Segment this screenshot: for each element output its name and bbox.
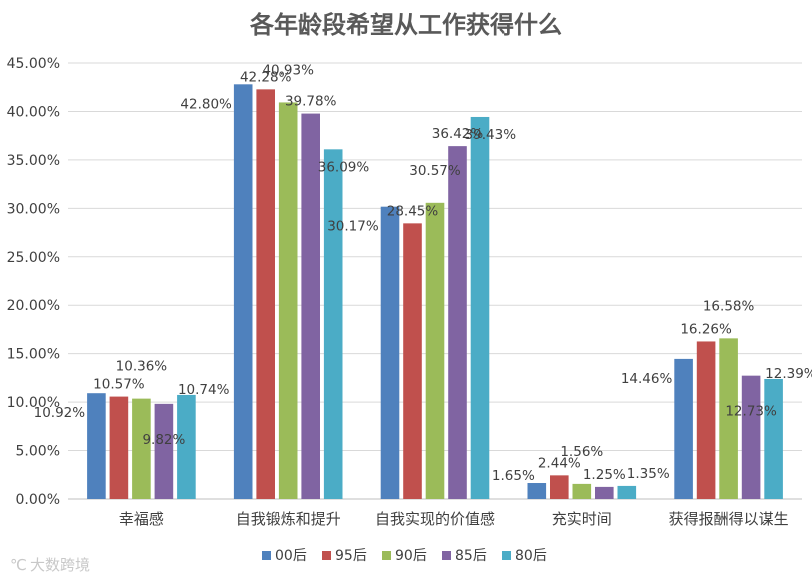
x-tick-label: 自我实现的价值感 <box>375 510 495 528</box>
bar <box>448 146 467 499</box>
legend-swatch <box>382 551 391 560</box>
x-tick-label: 幸福感 <box>119 510 164 528</box>
data-label: 39.78% <box>285 94 337 110</box>
x-tick-label: 自我锻炼和提升 <box>236 510 341 528</box>
data-label: 10.57% <box>93 377 145 393</box>
y-tick-label: 35.00% <box>7 153 60 169</box>
data-label: 40.93% <box>262 62 314 78</box>
legend-label: 90后 <box>395 548 427 564</box>
legend-item: 00后 <box>262 548 307 564</box>
bar <box>425 202 445 499</box>
watermark-icon: ℃ <box>10 556 27 574</box>
data-label: 39.43% <box>465 127 517 143</box>
y-tick-label: 45.00% <box>7 56 60 72</box>
bar <box>550 475 569 499</box>
y-tick-label: 5.00% <box>16 444 60 460</box>
bar <box>278 102 298 499</box>
chart-title: 各年龄段希望从工作获得什么 <box>249 11 562 39</box>
y-tick-label: 25.00% <box>7 250 60 266</box>
data-label: 28.45% <box>387 203 439 219</box>
legend: 00后 95后 90后 85后 80后 <box>262 548 547 564</box>
data-label: 10.92% <box>34 405 86 421</box>
legend-label: 95后 <box>335 548 367 564</box>
legend-label: 00后 <box>275 548 307 564</box>
bar <box>154 403 174 499</box>
y-tick-label: 20.00% <box>7 298 60 314</box>
bar <box>595 486 614 499</box>
y-tick-label: 10.00% <box>7 395 60 411</box>
bar <box>696 341 716 499</box>
data-label: 1.35% <box>627 466 670 482</box>
watermark: ℃ 大数跨境 <box>10 556 90 574</box>
data-label: 9.82% <box>142 432 185 448</box>
bar <box>177 394 196 499</box>
bar <box>233 84 253 499</box>
legend-item: 80后 <box>502 548 547 564</box>
bar <box>741 375 761 499</box>
legend-swatch <box>502 551 511 560</box>
bar <box>470 116 490 500</box>
data-labels: 10.92% 10.57% 10.36% 9.82% 10.74% 42.80% 42.28… <box>34 62 812 484</box>
x-tick-label: 充实时间 <box>552 510 612 528</box>
legend-label: 85后 <box>455 548 487 564</box>
legend-item: 90后 <box>382 548 427 564</box>
bar <box>764 378 783 499</box>
legend-label: 80后 <box>515 548 547 564</box>
legend-item: 95后 <box>322 548 367 564</box>
data-label: 14.46% <box>621 371 673 387</box>
y-tick-label: 0.00% <box>16 492 60 508</box>
data-label: 10.36% <box>116 359 168 375</box>
data-label: 42.28% <box>240 69 292 85</box>
data-label: 12.73% <box>725 404 777 420</box>
legend-swatch <box>322 551 331 560</box>
data-label: 1.56% <box>560 444 603 460</box>
bar <box>380 206 400 499</box>
y-axis: 0.00% 5.00% 10.00% 15.00% 20.00% 25.00% 30.00%… <box>7 56 60 508</box>
bar <box>527 483 547 499</box>
watermark-text: 大数跨境 <box>30 556 90 574</box>
bar <box>256 89 275 500</box>
data-label: 16.58% <box>703 298 755 314</box>
data-label: 12.39% <box>765 366 812 382</box>
data-label: 10.74% <box>178 382 230 398</box>
x-axis: 幸福感 自我锻炼和提升 自我实现的价值感 充实时间 获得报酬得以谋生 <box>119 510 789 528</box>
bar <box>572 483 592 499</box>
bar <box>87 393 106 499</box>
bar <box>617 485 637 499</box>
data-label: 36.09% <box>318 159 370 175</box>
bar <box>323 149 343 499</box>
legend-swatch <box>442 551 451 560</box>
bar <box>132 398 151 499</box>
data-label: 30.17% <box>327 219 379 235</box>
y-tick-label: 15.00% <box>7 347 60 363</box>
legend-swatch <box>262 551 271 560</box>
legend-item: 85后 <box>442 548 487 564</box>
bar <box>301 113 320 500</box>
data-label: 1.65% <box>492 468 535 484</box>
bar <box>719 338 738 499</box>
data-label: 36.42% <box>432 126 484 142</box>
y-tick-label: 30.00% <box>7 201 60 217</box>
data-label: 1.25% <box>583 467 626 483</box>
data-label: 30.57% <box>409 163 461 179</box>
data-label: 2.44% <box>538 455 581 471</box>
bars <box>87 84 783 500</box>
bar <box>674 358 693 499</box>
y-tick-label: 40.00% <box>7 104 60 120</box>
data-label: 16.26% <box>680 321 732 337</box>
bar <box>403 223 422 499</box>
data-label: 42.80% <box>180 96 232 112</box>
bar <box>109 396 129 499</box>
x-tick-label: 获得报酬得以谋生 <box>669 510 789 528</box>
